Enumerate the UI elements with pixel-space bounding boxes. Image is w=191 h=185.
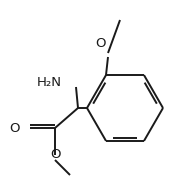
Text: H₂N: H₂N — [37, 75, 62, 88]
Text: O: O — [50, 149, 60, 162]
Text: O: O — [10, 122, 20, 134]
Text: O: O — [95, 36, 105, 50]
